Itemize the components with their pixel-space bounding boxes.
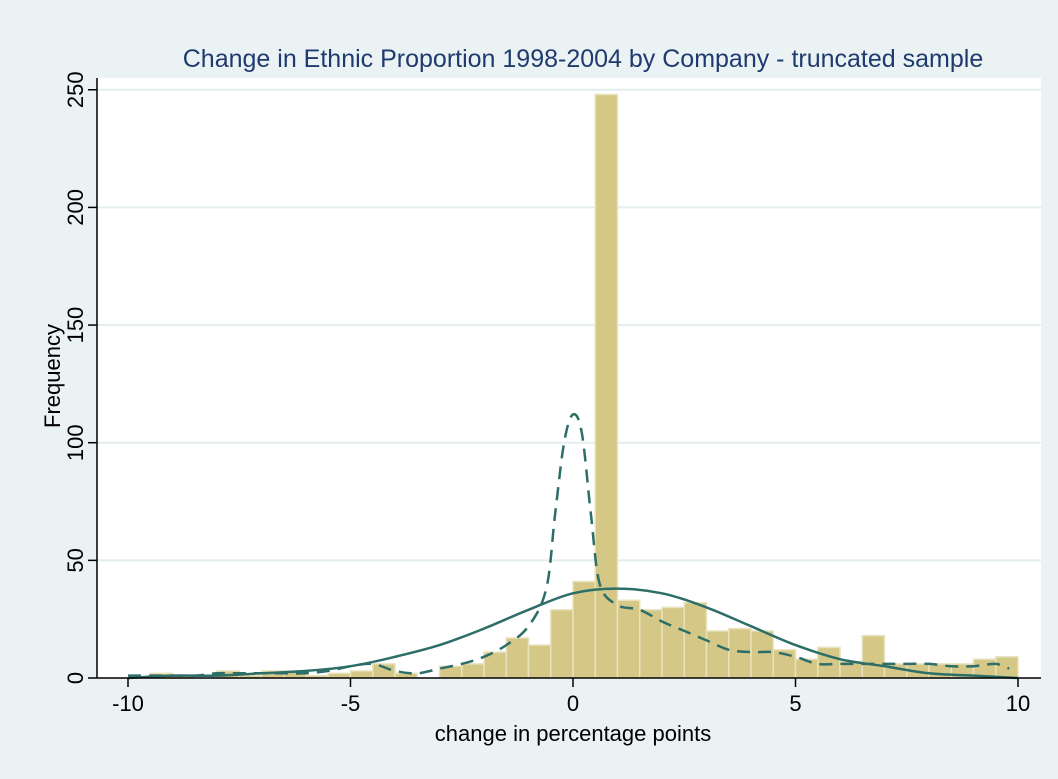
histogram-bar (728, 627, 752, 679)
histogram-bar (861, 634, 886, 679)
y-tick-label: 200 (63, 189, 88, 226)
grid-lines (97, 88, 1041, 562)
density-lines (127, 412, 1019, 680)
histogram-bar (616, 599, 641, 679)
histogram-bar (639, 609, 663, 679)
histogram-bar (817, 646, 841, 679)
histogram-bar (349, 670, 374, 679)
x-tick-label: 0 (567, 691, 579, 716)
histogram-bar (550, 609, 574, 679)
x-tick-label: 5 (789, 691, 801, 716)
histogram-bar (705, 630, 730, 679)
histogram-bar (794, 658, 819, 679)
histogram-bar (683, 601, 708, 679)
y-axis-label: Frequency (40, 324, 65, 428)
x-axis-label: change in percentage points (435, 721, 711, 746)
y-tick-label: 150 (63, 307, 88, 344)
chart-title: Change in Ethnic Proportion 1998-2004 by… (183, 45, 983, 73)
histogram-bar (995, 656, 1019, 679)
x-tick-label: -10 (112, 691, 144, 716)
y-tick-label: 100 (63, 424, 88, 461)
histogram-bar (527, 644, 552, 679)
y-tick-label: 250 (63, 71, 88, 108)
x-tick-label: 10 (1006, 691, 1030, 716)
plot-area (97, 78, 1041, 678)
histogram-bar (750, 630, 774, 679)
histogram-bar (661, 606, 685, 679)
kernel-density-line (128, 412, 1010, 678)
histogram-bar (572, 580, 596, 679)
histogram-bar (461, 663, 485, 679)
x-tick-label: -5 (341, 691, 361, 716)
y-tick-label: 0 (63, 672, 88, 684)
y-tick-label: 50 (63, 548, 88, 572)
